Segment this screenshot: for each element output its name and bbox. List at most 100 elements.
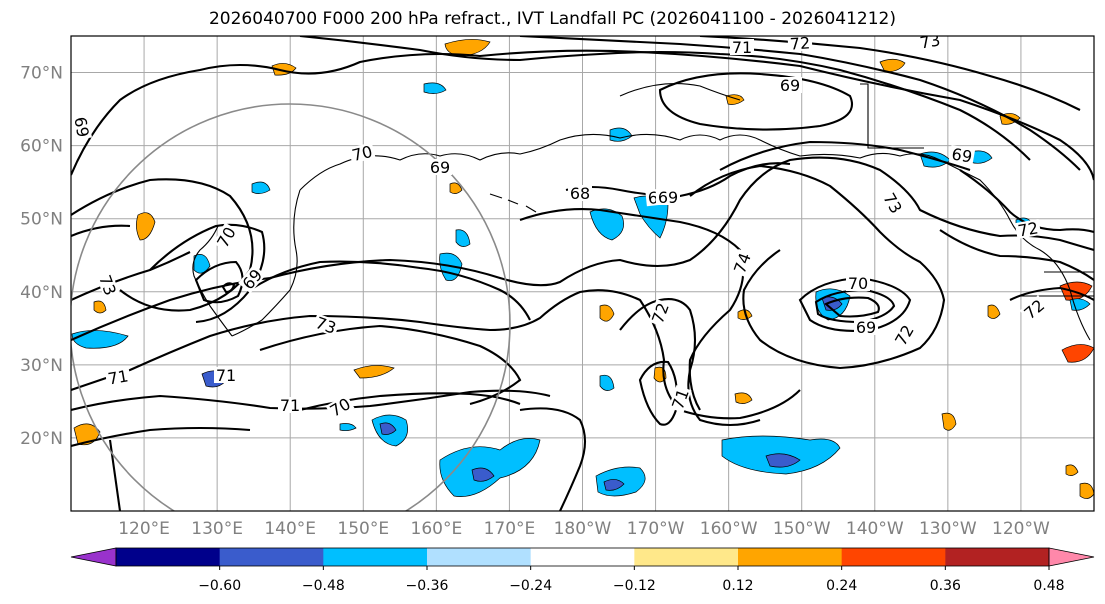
- contour-label-bg: [238, 264, 266, 294]
- colorbar-box: [841, 548, 946, 566]
- longitude-label: 160°W: [700, 519, 758, 539]
- contour-line: [1009, 286, 1094, 301]
- contour-label-bg: [278, 397, 302, 413]
- contour-line: [798, 276, 912, 332]
- positive-patch: [136, 212, 156, 241]
- colorbar-box: [738, 548, 843, 566]
- contour-label-bg: [213, 222, 239, 252]
- negative-patch: [969, 150, 993, 164]
- contour-label-bg: [730, 248, 754, 278]
- contour-label: 71: [106, 366, 129, 388]
- contour-label-bg: [214, 367, 238, 383]
- longitude-label: 130°W: [919, 519, 977, 539]
- colorbar-box: [116, 548, 221, 566]
- contour-label: 73: [918, 30, 941, 52]
- contour-label: 71: [732, 38, 752, 57]
- contour-label-bg: [348, 142, 376, 164]
- colorbar-box: [427, 548, 532, 566]
- negative-patch: [339, 423, 357, 432]
- contour-line: [149, 223, 266, 324]
- contour-label-bg: [668, 384, 692, 414]
- longitude-label: 160°E: [411, 519, 463, 539]
- contour-label-bg: [428, 159, 452, 175]
- longitude-label: 150°E: [337, 519, 389, 539]
- negative-patch: [603, 479, 625, 491]
- contour-label-bg: [96, 270, 120, 300]
- longitude-label: 120°W: [992, 519, 1050, 539]
- contour-label: 71: [280, 396, 300, 415]
- colorbar-tick-label: −0.48: [302, 578, 345, 594]
- latitude-label: 40°N: [20, 283, 63, 303]
- contour-line: [71, 178, 254, 312]
- chart-title: 2026040700 F000 200 hPa refract., IVT La…: [208, 9, 896, 29]
- contour-label: 71: [216, 366, 236, 385]
- negative-patch: [599, 374, 615, 391]
- negative-patch: [765, 453, 801, 468]
- contour-label: 69: [430, 158, 450, 177]
- latitude-label: 50°N: [20, 210, 63, 230]
- colorbar-tick-label: 0.36: [930, 578, 961, 594]
- latitude-label: 20°N: [20, 429, 63, 449]
- negative-patch: [471, 467, 495, 482]
- contour-label: 69: [658, 188, 678, 207]
- contour-label-bg: [325, 394, 355, 420]
- contour-label-bg: [1014, 219, 1042, 239]
- contour-line: [658, 72, 853, 131]
- positive-patch: [444, 39, 491, 57]
- contour-label-bg: [730, 39, 754, 55]
- contour-line: [71, 389, 551, 412]
- longitude-label: 130°E: [191, 519, 243, 539]
- colorbar-tick-label: −0.12: [613, 578, 656, 594]
- contour-label: 69: [950, 144, 973, 166]
- latitude-labels: 70°N 60°N 50°N 40°N 30°N 20°N: [20, 64, 63, 449]
- colorbar-extend-high: [1048, 547, 1095, 567]
- contour-line: [689, 164, 946, 370]
- longitude-label: 180°W: [554, 519, 612, 539]
- map-frame: [70, 35, 1095, 512]
- contour-label-bg: [104, 367, 132, 387]
- positive-patch: [449, 182, 463, 194]
- colorbar-extend-low: [70, 547, 117, 567]
- contour-label-bg: [568, 185, 592, 201]
- negative-patch: [589, 208, 624, 241]
- negative-patch: [71, 330, 129, 349]
- contour-label: 70: [848, 274, 868, 293]
- positive-patch: [734, 392, 753, 404]
- colorbar-tick-label: −0.36: [406, 578, 449, 594]
- contour-label-bg: [72, 113, 92, 141]
- negative-patch: [379, 422, 397, 435]
- longitude-label: 140°W: [846, 519, 904, 539]
- range-circle: [71, 103, 511, 511]
- colorbar-frame: [115, 547, 1050, 567]
- contour-label: 69: [780, 76, 800, 95]
- negative-patch: [439, 438, 541, 497]
- negative-patch: [455, 229, 471, 247]
- contour-label-bg: [846, 275, 870, 291]
- positive-patch: [1065, 464, 1079, 476]
- longitude-labels: 120°E 130°E 140°E 150°E 160°E 170°E 180°W 170°W…: [118, 519, 1050, 539]
- contour-label: 72: [1016, 218, 1039, 240]
- longitude-label: 170°E: [484, 519, 536, 539]
- positive-patch: [353, 365, 395, 379]
- contour-line: [299, 36, 1031, 161]
- positive-patch: [93, 300, 107, 314]
- colorbar-tick-label: −0.60: [198, 578, 241, 594]
- longitude-label: 120°E: [118, 519, 170, 539]
- colorbar: −0.60 −0.48 −0.36 −0.24 −0.12 0.12 0.24 0.36 0.4…: [70, 547, 1095, 594]
- longitude-label: 150°W: [773, 519, 831, 539]
- coastlines: [192, 82, 1094, 341]
- contour-label: 72: [789, 33, 811, 53]
- contour-line: [824, 296, 880, 318]
- colorbar-box: [323, 548, 428, 566]
- contour-label-bg: [311, 313, 341, 337]
- colorbar-box: [219, 548, 324, 566]
- contour-line: [71, 251, 191, 301]
- colorbar-box: [945, 548, 1050, 566]
- colorbar-box: [634, 548, 739, 566]
- contour-label-bg: [648, 298, 672, 328]
- colorbar-tick-label: 0.24: [826, 578, 857, 594]
- contour-label-bg: [891, 320, 917, 350]
- contour-label-bg: [787, 36, 813, 52]
- colorbar-tick-label: 0.48: [1033, 578, 1064, 594]
- gridlines: [71, 36, 1094, 511]
